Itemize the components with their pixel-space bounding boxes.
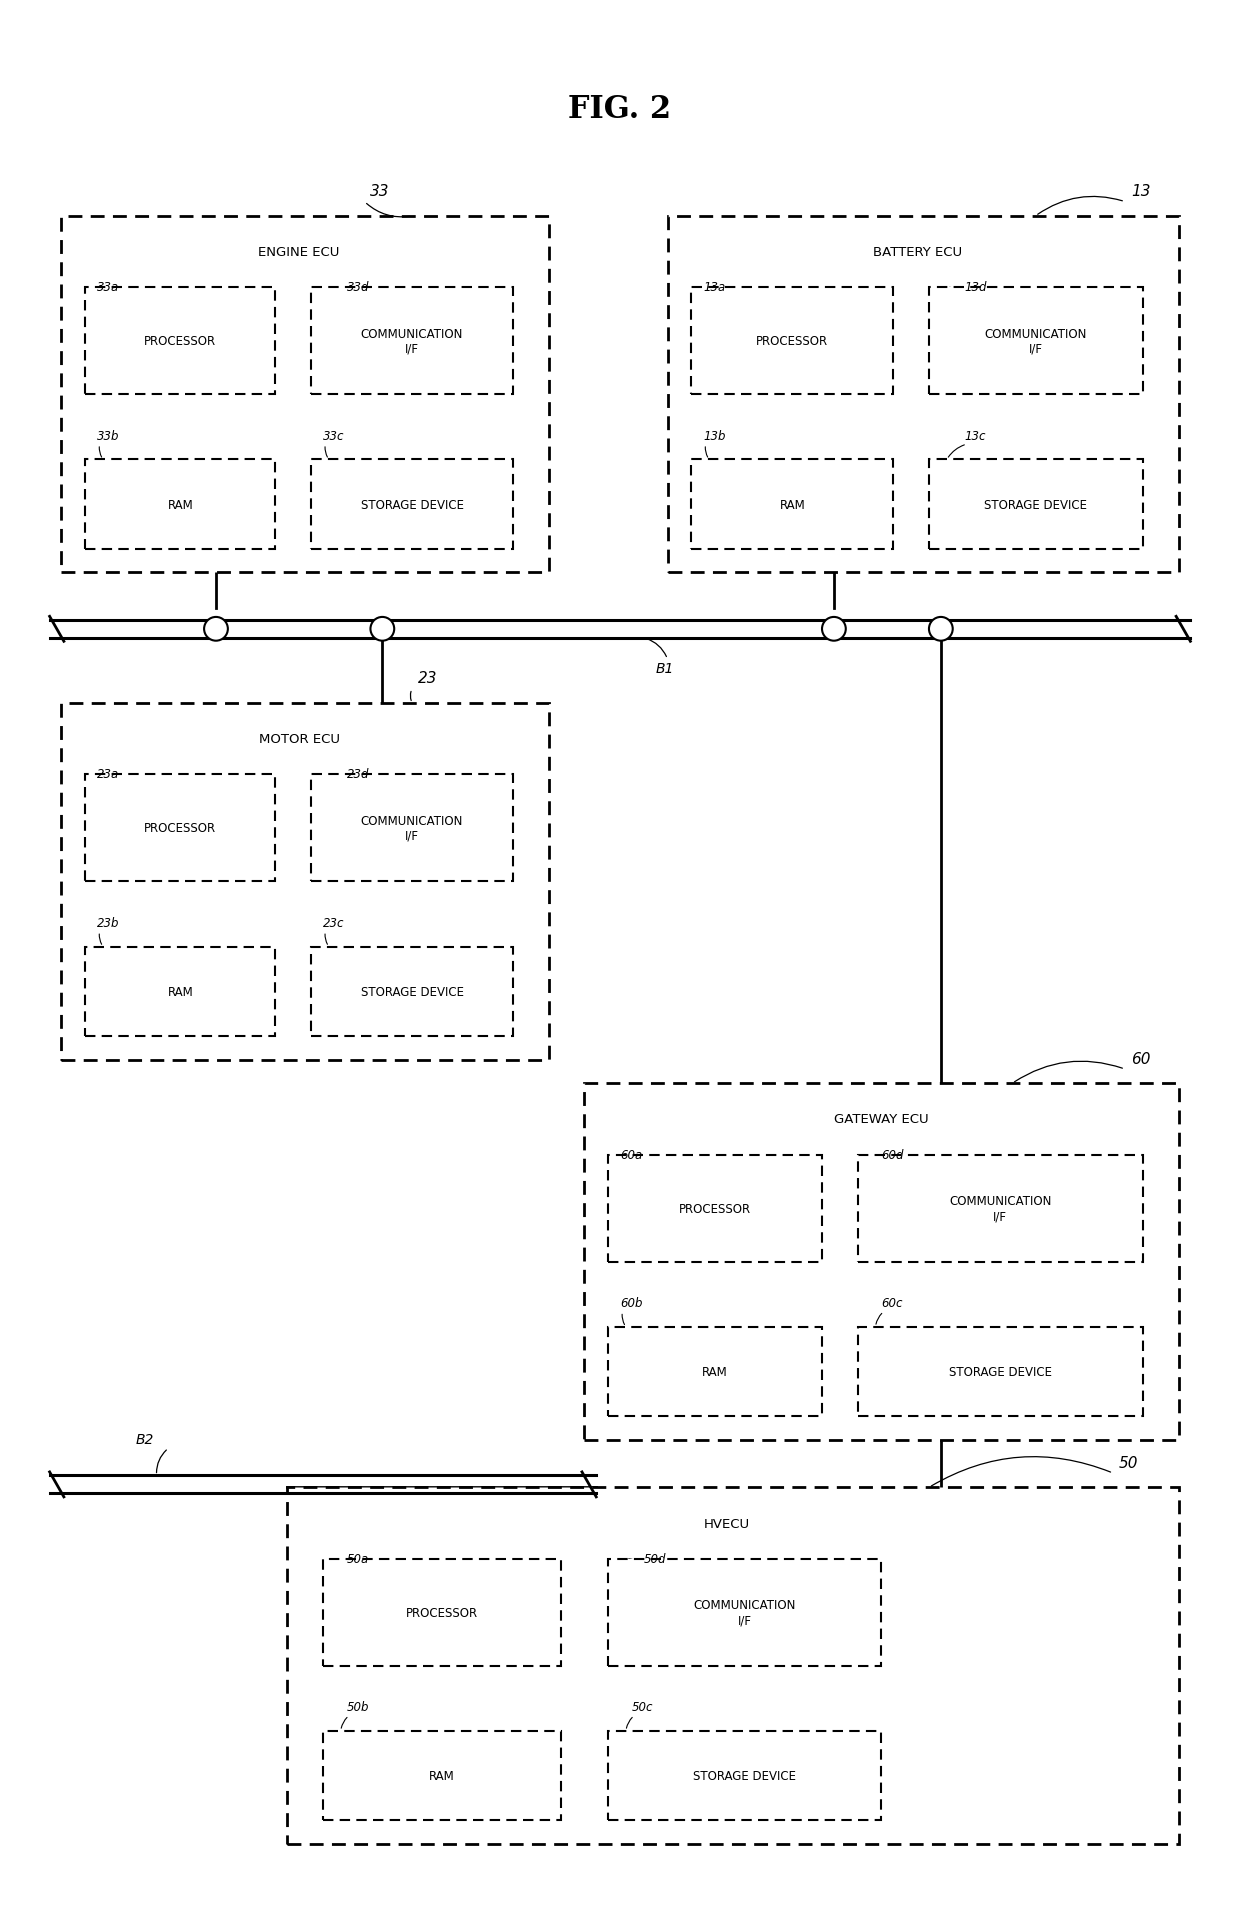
Text: 50a: 50a bbox=[347, 1552, 370, 1565]
Text: 33c: 33c bbox=[322, 428, 345, 442]
Text: BATTERY ECU: BATTERY ECU bbox=[873, 245, 962, 259]
Text: GATEWAY ECU: GATEWAY ECU bbox=[835, 1114, 929, 1125]
Text: B1: B1 bbox=[656, 662, 675, 675]
Bar bbox=[86, 288, 275, 396]
Text: 13c: 13c bbox=[965, 428, 986, 442]
Text: COMMUNICATION
I/F: COMMUNICATION I/F bbox=[361, 328, 464, 355]
Text: 60b: 60b bbox=[620, 1297, 642, 1309]
Text: 23a: 23a bbox=[97, 768, 119, 782]
Bar bbox=[691, 459, 893, 550]
Text: 50d: 50d bbox=[644, 1552, 666, 1565]
Bar bbox=[288, 1488, 1178, 1843]
Text: MOTOR ECU: MOTOR ECU bbox=[259, 733, 340, 745]
Text: 33b: 33b bbox=[97, 428, 119, 442]
Text: RAM: RAM bbox=[429, 1770, 455, 1781]
Bar bbox=[322, 1559, 560, 1666]
Text: 60a: 60a bbox=[620, 1148, 642, 1162]
Text: COMMUNICATION
I/F: COMMUNICATION I/F bbox=[693, 1598, 796, 1627]
Text: 33a: 33a bbox=[97, 282, 119, 293]
Bar bbox=[86, 948, 275, 1036]
Text: STORAGE DEVICE: STORAGE DEVICE bbox=[985, 498, 1087, 511]
Bar bbox=[311, 288, 513, 396]
Bar bbox=[929, 459, 1143, 550]
Text: 60: 60 bbox=[1131, 1052, 1151, 1065]
Circle shape bbox=[371, 618, 394, 641]
Bar bbox=[311, 776, 513, 882]
Bar bbox=[311, 948, 513, 1036]
Text: 13d: 13d bbox=[965, 282, 987, 293]
Bar bbox=[858, 1328, 1143, 1417]
Text: STORAGE DEVICE: STORAGE DEVICE bbox=[361, 984, 464, 998]
Bar bbox=[311, 459, 513, 550]
Text: ENGINE ECU: ENGINE ECU bbox=[258, 245, 340, 259]
Text: 50b: 50b bbox=[347, 1700, 370, 1714]
Bar bbox=[929, 288, 1143, 396]
Text: 33: 33 bbox=[371, 183, 389, 199]
Text: 23d: 23d bbox=[347, 768, 370, 782]
Text: RAM: RAM bbox=[702, 1365, 728, 1378]
Text: PROCESSOR: PROCESSOR bbox=[144, 336, 217, 347]
Bar bbox=[608, 1731, 882, 1820]
Text: 13b: 13b bbox=[703, 428, 725, 442]
Text: PROCESSOR: PROCESSOR bbox=[405, 1606, 477, 1619]
Bar bbox=[667, 216, 1178, 573]
Text: RAM: RAM bbox=[167, 498, 193, 511]
Bar bbox=[858, 1154, 1143, 1262]
Circle shape bbox=[929, 618, 952, 641]
Text: RAM: RAM bbox=[780, 498, 805, 511]
Text: RAM: RAM bbox=[167, 984, 193, 998]
Text: 23: 23 bbox=[418, 672, 438, 685]
Bar bbox=[584, 1085, 1178, 1440]
Text: 23c: 23c bbox=[322, 917, 345, 930]
Bar bbox=[322, 1731, 560, 1820]
Circle shape bbox=[822, 618, 846, 641]
Text: 13: 13 bbox=[1131, 183, 1151, 199]
Text: B2: B2 bbox=[135, 1432, 154, 1446]
Text: COMMUNICATION
I/F: COMMUNICATION I/F bbox=[949, 1195, 1052, 1222]
Text: STORAGE DEVICE: STORAGE DEVICE bbox=[693, 1770, 796, 1781]
Text: 13a: 13a bbox=[703, 282, 725, 293]
Text: 23b: 23b bbox=[97, 917, 119, 930]
Text: PROCESSOR: PROCESSOR bbox=[144, 822, 217, 836]
Text: STORAGE DEVICE: STORAGE DEVICE bbox=[361, 498, 464, 511]
Text: COMMUNICATION
I/F: COMMUNICATION I/F bbox=[985, 328, 1087, 355]
Text: FIG. 2: FIG. 2 bbox=[568, 95, 672, 125]
Text: PROCESSOR: PROCESSOR bbox=[680, 1202, 751, 1216]
Text: 60c: 60c bbox=[882, 1297, 903, 1309]
Text: 50c: 50c bbox=[632, 1700, 653, 1714]
Bar bbox=[86, 459, 275, 550]
Text: 60d: 60d bbox=[882, 1148, 904, 1162]
Text: HVECU: HVECU bbox=[704, 1517, 750, 1530]
Circle shape bbox=[205, 618, 228, 641]
Bar bbox=[62, 704, 549, 1060]
Text: 50: 50 bbox=[1118, 1455, 1138, 1471]
Bar bbox=[62, 216, 549, 573]
Text: STORAGE DEVICE: STORAGE DEVICE bbox=[949, 1365, 1052, 1378]
Text: COMMUNICATION
I/F: COMMUNICATION I/F bbox=[361, 814, 464, 841]
Bar bbox=[608, 1154, 822, 1262]
Bar bbox=[691, 288, 893, 396]
Bar bbox=[608, 1559, 882, 1666]
Text: 33d: 33d bbox=[347, 282, 370, 293]
Text: PROCESSOR: PROCESSOR bbox=[756, 336, 828, 347]
Bar bbox=[86, 776, 275, 882]
Bar bbox=[608, 1328, 822, 1417]
